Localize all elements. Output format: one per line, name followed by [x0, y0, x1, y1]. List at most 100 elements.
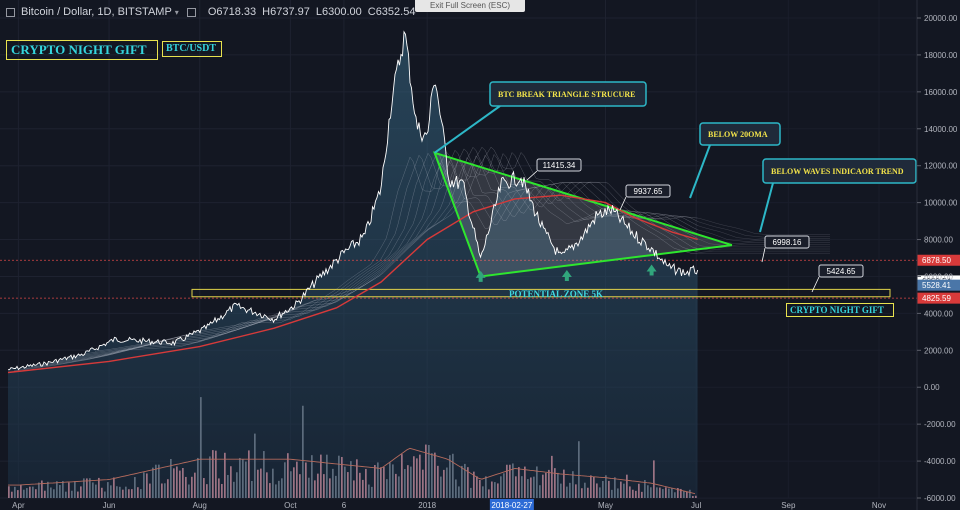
- volume-bar: [320, 455, 322, 498]
- volume-bar: [437, 466, 439, 498]
- volume-bar: [20, 485, 22, 498]
- volume-bar: [578, 441, 580, 498]
- volume-bar: [143, 472, 145, 498]
- volume-bar: [386, 479, 388, 498]
- volume-bar: [638, 484, 640, 498]
- volume-bar: [152, 468, 154, 498]
- volume-bar: [347, 472, 349, 498]
- volume-bar: [77, 492, 79, 498]
- volume-bar: [554, 468, 556, 498]
- x-tick-label: Jun: [103, 501, 116, 510]
- volume-bar: [17, 490, 19, 498]
- x-tick-label: Nov: [872, 501, 886, 510]
- volume-bar: [8, 486, 10, 498]
- volume-bar: [104, 492, 106, 498]
- x-tick-label: May: [598, 501, 613, 510]
- volume-bar: [491, 482, 493, 498]
- volume-bar: [623, 484, 625, 498]
- volume-bar: [683, 491, 685, 498]
- volume-bar: [524, 467, 526, 498]
- callout-ma-text: BELOW 20OMA: [708, 130, 768, 139]
- label-high-text: 11415.34: [543, 161, 576, 170]
- volume-bar: [206, 484, 208, 498]
- volume-bar: [344, 467, 346, 498]
- volume-bar: [479, 480, 481, 498]
- volume-bar: [650, 487, 652, 498]
- volume-bar: [398, 476, 400, 498]
- label-target-text: 5424.65: [827, 267, 856, 276]
- volume-bar: [488, 489, 490, 498]
- cursor-date-label: 2018-02-27: [491, 501, 532, 510]
- volume-bar: [443, 470, 445, 498]
- volume-bar: [461, 466, 463, 498]
- volume-bar: [329, 478, 331, 498]
- volume-bar: [590, 475, 592, 498]
- volume-bar: [611, 490, 613, 498]
- volume-bar: [203, 478, 205, 498]
- volume-bar: [500, 476, 502, 498]
- volume-bar: [314, 480, 316, 498]
- price-tag-label: 6878.50: [922, 256, 951, 265]
- volume-bar: [248, 450, 250, 498]
- volume-bar: [251, 481, 253, 498]
- volume-bar: [515, 476, 517, 498]
- volume-bar: [350, 461, 352, 498]
- volume-bar: [182, 468, 184, 498]
- volume-bar: [365, 469, 367, 498]
- volume-bar: [539, 485, 541, 498]
- volume-bar: [653, 460, 655, 498]
- volume-bar: [59, 485, 61, 498]
- volume-bar: [371, 487, 373, 498]
- volume-bar: [668, 489, 670, 498]
- y-tick-label: 6000.00: [924, 272, 953, 281]
- volume-bar: [284, 462, 286, 498]
- volume-bar: [38, 483, 40, 498]
- volume-bar: [107, 482, 109, 498]
- volume-bar: [65, 492, 67, 498]
- volume-bar: [407, 465, 409, 498]
- zone-label: POTENTIAL ZONE 5K: [509, 289, 603, 299]
- low-value: L6300.00: [316, 6, 362, 18]
- volume-bar: [191, 477, 193, 498]
- x-tick-label: Aug: [193, 501, 207, 510]
- volume-bar: [212, 450, 214, 498]
- collapse-icon[interactable]: [6, 8, 15, 17]
- volume-bar: [26, 488, 28, 498]
- volume-bar: [341, 457, 343, 498]
- volume-bar: [209, 456, 211, 498]
- volume-bar: [11, 492, 13, 498]
- volume-bar: [95, 485, 97, 498]
- volume-bar: [308, 478, 310, 498]
- symbol-title[interactable]: Bitcoin / Dollar, 1D, BITSTAMP: [21, 6, 172, 18]
- volume-bar: [602, 481, 604, 498]
- volume-bar: [686, 492, 688, 498]
- price-tag-label: 4825.59: [922, 294, 951, 303]
- volume-bar: [374, 465, 376, 498]
- volume-bar: [587, 488, 589, 498]
- volume-bar: [665, 487, 667, 498]
- volume-bar: [260, 469, 262, 498]
- volume-bar: [530, 477, 532, 498]
- volume-bar: [503, 473, 505, 498]
- compare-checkbox-icon[interactable]: [187, 8, 196, 17]
- volume-bar: [551, 456, 553, 498]
- volume-bar: [53, 489, 55, 498]
- volume-bar: [290, 471, 292, 498]
- dropdown-caret-icon[interactable]: ▾: [175, 8, 179, 17]
- volume-bar: [233, 482, 235, 498]
- volume-bar: [455, 479, 457, 498]
- volume-bar: [296, 462, 298, 498]
- volume-bar: [413, 456, 415, 498]
- volume-bar: [32, 487, 34, 498]
- volume-bar: [647, 485, 649, 498]
- volume-bar: [557, 473, 559, 498]
- volume-bar: [218, 478, 220, 498]
- exit-fullscreen-hint[interactable]: Exit Full Screen (ESC): [415, 0, 525, 12]
- volume-bar: [221, 484, 223, 498]
- volume-bar: [392, 464, 394, 498]
- volume-bar: [662, 489, 664, 498]
- volume-bar: [440, 477, 442, 498]
- volume-bar: [269, 483, 271, 498]
- volume-bar: [518, 467, 520, 498]
